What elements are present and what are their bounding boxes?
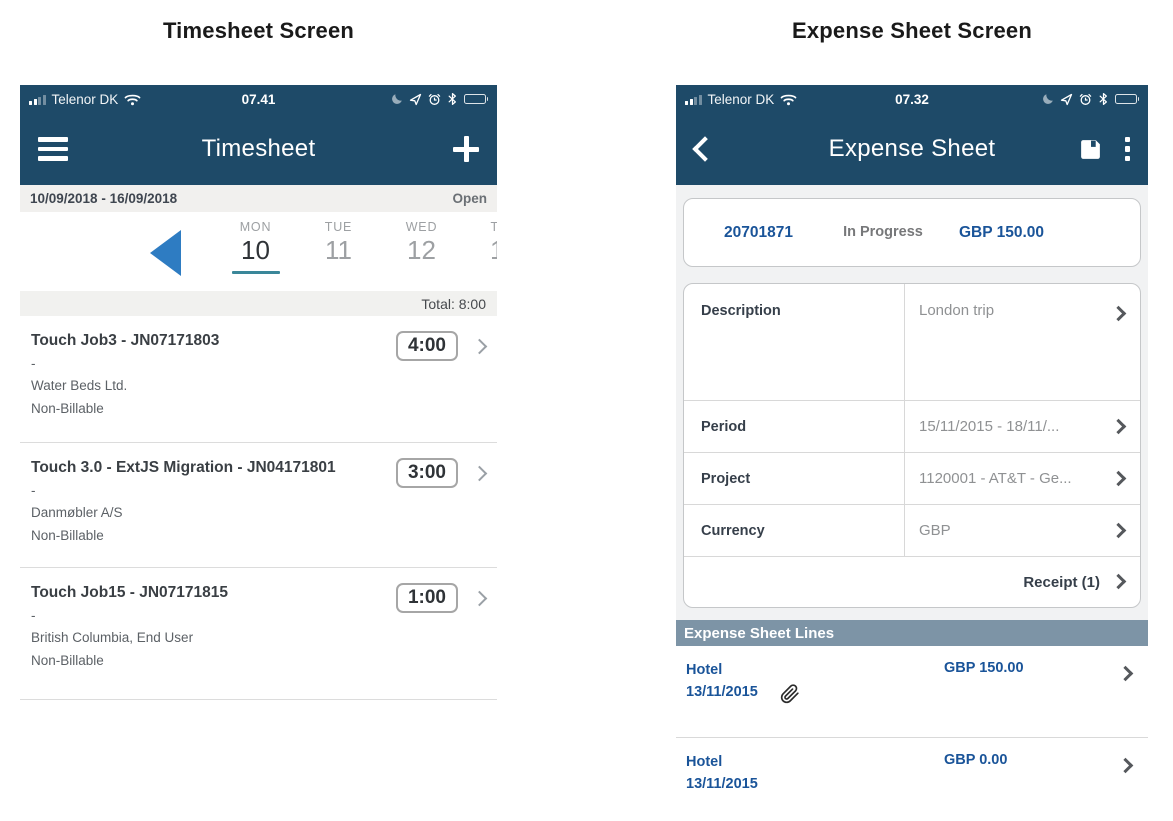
expense-line-item[interactable]: Hotel 13/11/2015 GBP 150.00 bbox=[676, 646, 1148, 738]
daily-total-label: Total: 8:00 bbox=[20, 291, 497, 316]
field-value: 15/11/2015 - 18/11/... bbox=[919, 418, 1060, 435]
moon-icon bbox=[391, 94, 402, 104]
status-time: 07.41 bbox=[241, 91, 276, 107]
line-type: Hotel bbox=[686, 662, 723, 678]
kebab-menu-icon[interactable] bbox=[1124, 136, 1130, 162]
line-date: 13/11/2015 bbox=[686, 683, 758, 700]
job-billing: Non-Billable bbox=[31, 527, 104, 543]
page-title: Expense Sheet bbox=[828, 135, 996, 162]
chevron-right-icon[interactable] bbox=[471, 465, 488, 481]
field-row-description[interactable]: Description London trip bbox=[684, 284, 1140, 401]
battery-icon bbox=[463, 94, 488, 104]
wifi-icon bbox=[124, 94, 141, 105]
day-tab-wed[interactable]: WED 12 bbox=[405, 220, 438, 265]
job-customer: Danmøbler A/S bbox=[31, 505, 123, 521]
field-row-currency[interactable]: Currency GBP bbox=[684, 505, 1140, 557]
previous-week-arrow[interactable] bbox=[150, 230, 181, 276]
bluetooth-icon bbox=[1099, 92, 1107, 106]
expense-app-bar: Expense Sheet bbox=[676, 113, 1148, 185]
hours-input[interactable]: 4:00 bbox=[395, 331, 458, 361]
moon-icon bbox=[1042, 94, 1053, 104]
job-billing: Non-Billable bbox=[31, 400, 104, 416]
alarm-icon bbox=[1079, 93, 1091, 105]
line-amount: GBP 150.00 bbox=[944, 660, 1024, 676]
job-title: Touch Job3 - JN07171803 bbox=[31, 332, 220, 349]
chevron-right-icon[interactable] bbox=[471, 590, 488, 606]
expense-number-link[interactable]: 20701871 bbox=[724, 223, 793, 241]
hours-input[interactable]: 3:00 bbox=[395, 458, 458, 488]
add-entry-button[interactable] bbox=[453, 136, 479, 162]
line-type: Hotel bbox=[686, 754, 723, 770]
status-bar: Telenor DK 07.32 bbox=[676, 85, 1148, 113]
line-amount: GBP 0.00 bbox=[944, 752, 1008, 768]
timesheet-entry[interactable]: Touch 3.0 - ExtJS Migration - JN04171801… bbox=[20, 443, 497, 568]
job-title: Touch Job15 - JN07171815 bbox=[31, 584, 228, 601]
save-icon[interactable] bbox=[1078, 137, 1103, 162]
wifi-icon bbox=[780, 94, 797, 105]
chevron-right-icon bbox=[1110, 305, 1127, 322]
expense-sheet-screen: Telenor DK 07.32 Expense Sheet bbox=[676, 85, 1148, 821]
job-billing: Non-Billable bbox=[31, 652, 104, 668]
job-title: Touch 3.0 - ExtJS Migration - JN04171801 bbox=[31, 459, 336, 476]
field-value: GBP bbox=[919, 522, 951, 539]
carrier-label: Telenor DK bbox=[51, 91, 119, 107]
timesheet-screen: Telenor DK 07.41 Timesheet 10/09/2018 - bbox=[20, 85, 497, 701]
job-phase: - bbox=[31, 608, 36, 624]
field-label: Description bbox=[684, 284, 905, 400]
week-status-badge: Open bbox=[452, 191, 487, 206]
field-label: Project bbox=[684, 453, 905, 504]
week-range-bar: 10/09/2018 - 16/09/2018 Open bbox=[20, 185, 497, 212]
location-arrow-icon bbox=[1060, 93, 1072, 105]
chevron-right-icon bbox=[1110, 522, 1127, 538]
chevron-right-icon[interactable] bbox=[471, 338, 488, 354]
signal-icon bbox=[685, 94, 702, 105]
timesheet-entry[interactable]: Touch Job3 - JN07171803 - Water Beds Ltd… bbox=[20, 316, 497, 443]
day-tab-thu[interactable]: THU 13 bbox=[490, 220, 497, 264]
day-tab-mon[interactable]: MON 10 bbox=[214, 220, 297, 275]
chevron-right-icon bbox=[1110, 573, 1127, 590]
job-customer: Water Beds Ltd. bbox=[31, 378, 128, 394]
paperclip-icon bbox=[780, 684, 799, 703]
timesheet-section-title: Timesheet Screen bbox=[162, 18, 355, 43]
job-phase: - bbox=[31, 356, 36, 372]
status-time: 07.32 bbox=[895, 91, 929, 107]
signal-icon bbox=[29, 94, 46, 105]
expense-line-item[interactable]: Hotel 13/11/2015 GBP 0.00 bbox=[676, 738, 1148, 821]
carrier-label: Telenor DK bbox=[707, 91, 775, 107]
field-row-period[interactable]: Period 15/11/2015 - 18/11/... bbox=[684, 401, 1140, 453]
field-label: Currency bbox=[684, 505, 905, 556]
week-range-label: 10/09/2018 - 16/09/2018 bbox=[30, 191, 178, 206]
job-customer: British Columbia, End User bbox=[31, 630, 194, 646]
alarm-icon bbox=[428, 93, 440, 105]
field-value: London trip bbox=[919, 302, 995, 319]
field-label: Period bbox=[684, 401, 905, 452]
expense-form-area: 20701871 In Progress GBP 150.00 Descript… bbox=[676, 185, 1148, 620]
hours-input[interactable]: 1:00 bbox=[395, 583, 458, 613]
selected-day-underline bbox=[231, 270, 280, 275]
field-value: 1120001 - AT&T - Ge... bbox=[919, 470, 1072, 487]
job-phase: - bbox=[31, 483, 36, 499]
expense-status-badge: In Progress bbox=[843, 223, 923, 240]
line-date: 13/11/2015 bbox=[686, 775, 758, 792]
field-row-receipt[interactable]: Receipt (1) bbox=[684, 557, 1140, 607]
timesheet-app-bar: Timesheet bbox=[20, 113, 497, 185]
expense-lines-header: Expense Sheet Lines bbox=[676, 620, 1148, 646]
field-row-project[interactable]: Project 1120001 - AT&T - Ge... bbox=[684, 453, 1140, 505]
page-title: Timesheet bbox=[201, 135, 316, 162]
day-selector: MON 10 TUE 11 WED 12 THU 13 bbox=[20, 212, 497, 291]
menu-icon[interactable] bbox=[38, 137, 68, 161]
status-bar: Telenor DK 07.41 bbox=[20, 85, 497, 113]
chevron-right-icon bbox=[1110, 470, 1127, 486]
timesheet-entry[interactable]: Touch Job15 - JN07171815 - British Colum… bbox=[20, 568, 497, 700]
day-tab-tue[interactable]: TUE 11 bbox=[324, 220, 353, 265]
expense-summary-card[interactable]: 20701871 In Progress GBP 150.00 bbox=[683, 198, 1141, 267]
chevron-right-icon bbox=[1110, 418, 1127, 434]
battery-icon bbox=[1114, 94, 1139, 104]
expense-section-title: Expense Sheet Screen bbox=[791, 18, 1032, 43]
bluetooth-icon bbox=[448, 92, 456, 106]
expense-details-card: Description London trip Period 15/11/201… bbox=[683, 283, 1141, 608]
receipt-link[interactable]: Receipt (1) bbox=[1023, 573, 1100, 591]
location-arrow-icon bbox=[409, 93, 421, 105]
expense-total-amount: GBP 150.00 bbox=[958, 223, 1044, 241]
